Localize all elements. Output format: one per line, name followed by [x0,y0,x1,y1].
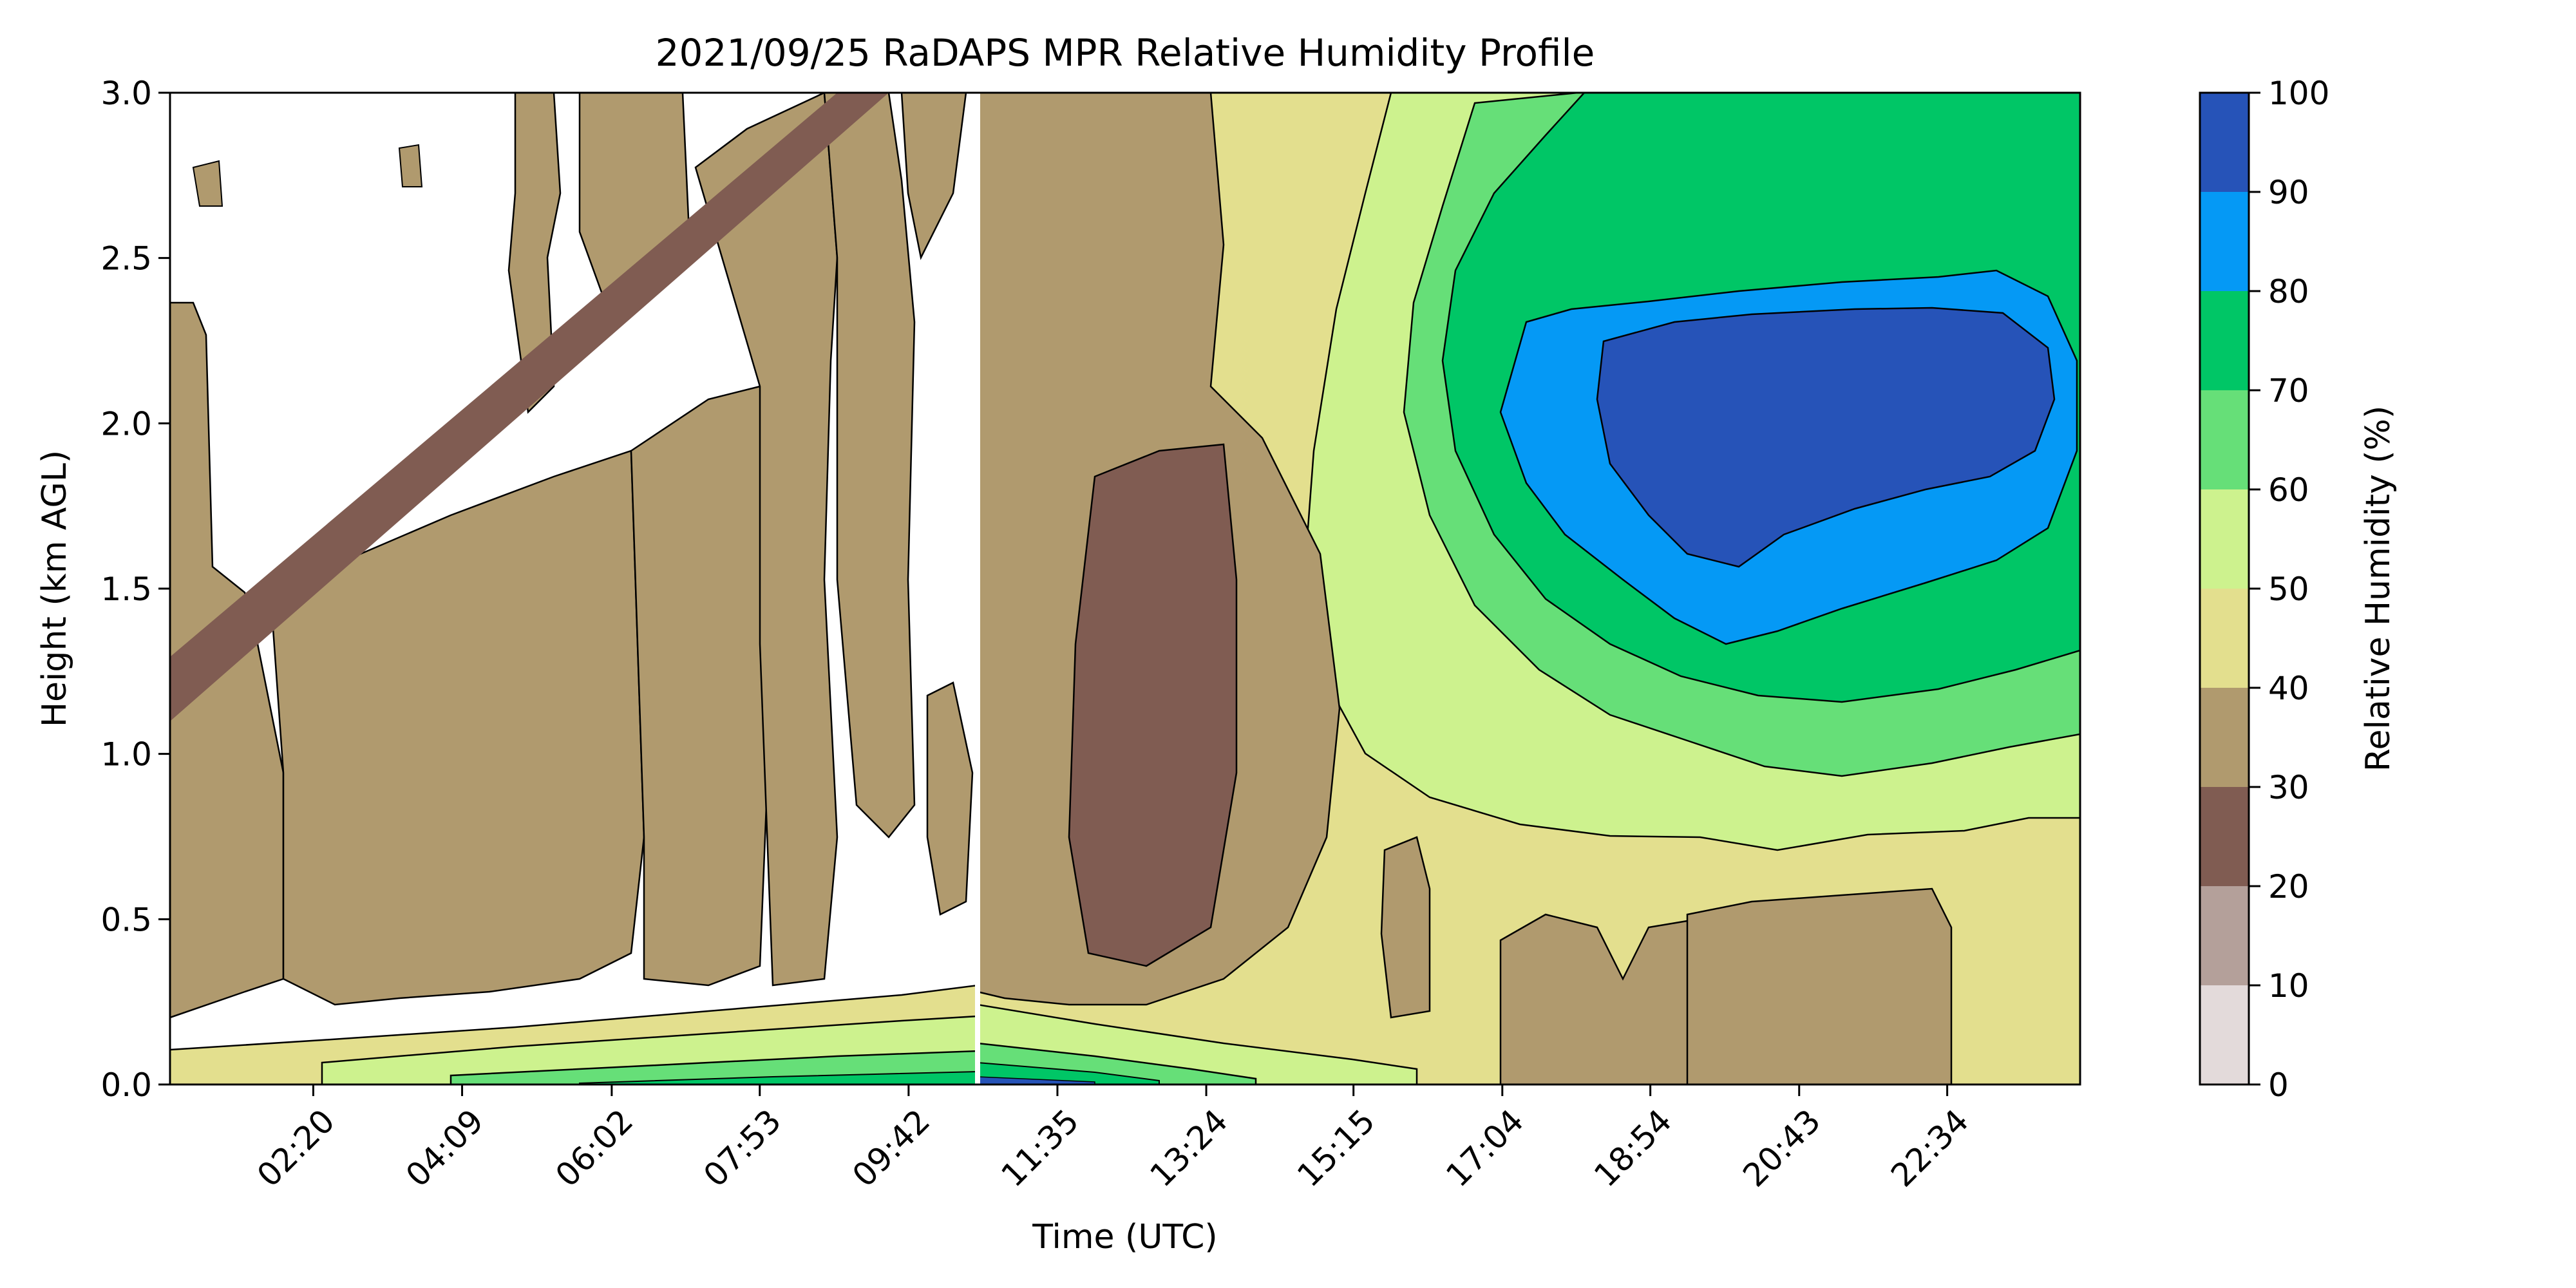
chart-title: 2021/09/25 RaDAPS MPR Relative Humidity … [656,31,1595,75]
colorbar-level [2200,192,2249,291]
y-tick-label: 2.5 [100,240,152,278]
colorbar-tick-label: 40 [2268,670,2309,707]
colorbar-tick-label: 30 [2268,769,2309,806]
rh-20-30-band [170,93,889,721]
rh-30-40-column [926,681,974,916]
colorbar-level [2200,93,2249,192]
colorbar-level [2200,291,2249,390]
x-tick-label: 04:09 [399,1102,491,1194]
x-tick-label: 09:42 [845,1102,937,1194]
rh-30-40-column [269,450,645,1006]
y-axis-ticks: 0.0 0.5 1.0 1.5 2.0 2.5 3.0 [100,75,170,1104]
colorbar-level [2200,886,2249,985]
x-tick-label: 17:04 [1439,1102,1531,1194]
x-tick-label: 22:34 [1884,1102,1976,1194]
colorbar-tick-label: 70 [2268,372,2309,410]
rh-30-40-column [507,93,562,414]
contour-plot-area [170,93,2080,1084]
colorbar-level [2200,787,2249,886]
colorbar-level [2200,390,2249,489]
rh-90-100-region [1596,307,2056,568]
colorbar-tick-label: 80 [2268,273,2309,310]
colorbar-ticks: 0 10 20 30 40 50 60 70 80 90 100 [2249,75,2329,1104]
x-tick-label: 20:43 [1736,1102,1828,1194]
colorbar-level [2200,589,2249,688]
colorbar-level [2200,489,2249,589]
x-axis-ticks: 02:20 04:09 06:02 07:53 09:42 11:35 13:24 15:15… [250,1084,1976,1194]
y-axis-label: Height (km AGL) [35,450,74,727]
rh-30-40-column [900,93,967,260]
y-tick-label: 1.0 [100,736,152,773]
colorbar-tick-label: 0 [2268,1066,2289,1104]
rh-30-40-patch [398,144,423,187]
y-tick-label: 0.5 [100,901,152,938]
colorbar-tick-label: 20 [2268,868,2309,905]
rh-30-40-column [630,385,774,987]
x-tick-label: 18:54 [1587,1102,1679,1194]
x-tick-label: 11:35 [994,1102,1086,1194]
y-tick-label: 2.0 [100,405,152,442]
rh-30-40-column [694,93,838,987]
colorbar-tick-label: 90 [2268,174,2309,211]
x-tick-label: 13:24 [1143,1102,1235,1194]
rh-30-40-patch [1499,913,1714,1084]
colorbar-tick-label: 100 [2268,75,2329,112]
colorbar [2200,93,2249,1084]
y-tick-label: 1.5 [100,571,152,608]
colorbar-tick-label: 50 [2268,571,2309,608]
x-tick-label: 06:02 [548,1102,640,1194]
rh-30-40-patch [1686,887,1953,1084]
colorbar-level [2200,985,2249,1084]
rh-30-40-patch [1380,836,1431,1019]
y-tick-label: 3.0 [100,75,152,112]
colorbar-tick-label: 60 [2268,471,2309,509]
x-tick-label: 07:53 [696,1102,788,1194]
colorbar-tick-label: 10 [2268,967,2309,1005]
rh-30-40-column [823,93,916,838]
y-tick-label: 0.0 [100,1066,152,1104]
rh-20-30-region [1068,443,1238,967]
colorbar-label: Relative Humidity (%) [2359,406,2398,772]
x-tick-label: 15:15 [1290,1102,1382,1194]
rh-30-40-patch [192,160,223,207]
x-axis-label: Time (UTC) [1032,1218,1217,1256]
colorbar-level [2200,688,2249,787]
x-tick-label: 02:20 [250,1102,342,1194]
